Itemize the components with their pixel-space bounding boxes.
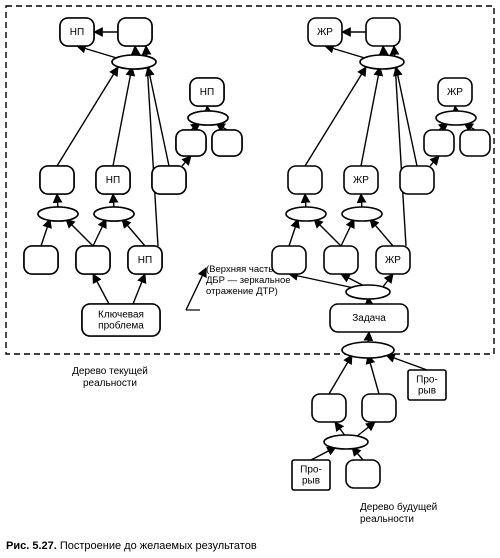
figure-caption: Рис. 5.27. Построение до желаемых резуль… bbox=[6, 540, 257, 552]
svg-text:НП: НП bbox=[138, 255, 152, 266]
svg-text:рыв: рыв bbox=[418, 386, 436, 397]
svg-text:проблема: проблема bbox=[98, 320, 144, 332]
diagram-canvas: НПНПНПНПКлючеваяпроблемаНПНПНПНПКлючевая… bbox=[0, 0, 500, 558]
figure-title: Построение до желаемых результатов bbox=[60, 540, 257, 552]
svg-text:(Верхняя часть: (Верхняя часть bbox=[206, 264, 273, 275]
svg-text:Про-: Про- bbox=[416, 375, 438, 386]
svg-text:реальности: реальности bbox=[360, 514, 414, 525]
svg-text:Дерево будущей: Дерево будущей bbox=[360, 501, 437, 513]
svg-text:НП: НП bbox=[70, 27, 84, 38]
svg-text:Дерево текущей: Дерево текущей bbox=[72, 366, 148, 377]
figure-number: Рис. 5.27. bbox=[6, 540, 57, 552]
svg-text:ДБР — зеркальное: ДБР — зеркальное bbox=[206, 275, 291, 286]
svg-text:Про-: Про- bbox=[300, 465, 322, 476]
svg-text:ЖР: ЖР bbox=[353, 175, 369, 186]
svg-text:рыв: рыв bbox=[302, 476, 320, 487]
svg-text:Ключевая: Ключевая bbox=[98, 310, 144, 321]
svg-text:реальности: реальности bbox=[83, 378, 137, 389]
svg-text:ЖР: ЖР bbox=[447, 87, 463, 98]
svg-text:Задача: Задача bbox=[352, 313, 386, 324]
svg-text:ЖР: ЖР bbox=[385, 255, 401, 266]
svg-text:НП: НП bbox=[106, 175, 120, 186]
svg-text:ЖР: ЖР bbox=[317, 27, 333, 38]
diagram-svg: НПНПНПНПКлючеваяпроблемаНПНПНПНПКлючевая… bbox=[0, 0, 500, 558]
svg-text:отражение ДТР): отражение ДТР) bbox=[206, 286, 278, 297]
svg-text:НП: НП bbox=[200, 87, 214, 98]
